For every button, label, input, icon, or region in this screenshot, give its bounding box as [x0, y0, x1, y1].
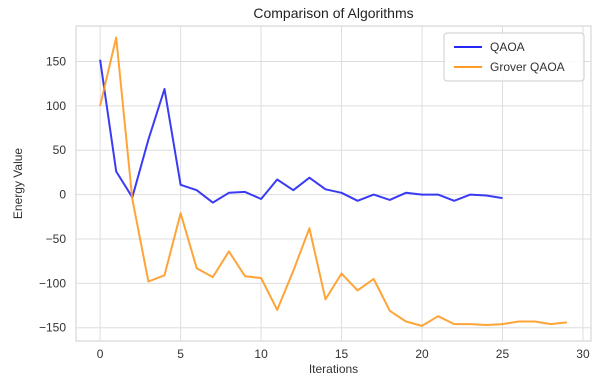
y-axis-label: Energy Value: [11, 148, 25, 219]
legend: QAOA Grover QAOA: [443, 32, 585, 82]
x-tick-label: 20: [415, 347, 429, 361]
x-tick-label: 30: [576, 347, 590, 361]
y-tick-label: −50: [46, 232, 67, 246]
y-axis-ticks: −150 −100 −50 0 50 100 150: [39, 54, 66, 334]
x-tick-label: 15: [335, 347, 349, 361]
legend-label: QAOA: [490, 40, 525, 54]
series-line-grover-qaoa: [99, 36, 568, 327]
y-tick-label: −100: [39, 276, 66, 290]
series-lines: [99, 36, 568, 327]
y-tick-label: −150: [39, 321, 66, 335]
x-tick-label: 5: [177, 347, 184, 361]
x-axis-ticks: 0 5 10 15 20 25 30: [97, 347, 590, 361]
series-line-qaoa: [99, 59, 503, 204]
y-tick-label: 100: [46, 99, 66, 113]
x-tick-label: 0: [97, 347, 104, 361]
grid-lines: [76, 26, 591, 341]
x-tick-label: 10: [254, 347, 268, 361]
legend-label: Grover QAOA: [490, 60, 565, 74]
y-tick-label: 150: [46, 54, 66, 68]
x-tick-label: 25: [496, 347, 510, 361]
y-tick-label: 0: [59, 188, 66, 202]
legend-box: [443, 32, 585, 82]
x-axis-label: Iterations: [309, 362, 358, 376]
y-tick-label: 50: [53, 143, 67, 157]
chart-title: Comparison of Algorithms: [253, 5, 413, 21]
